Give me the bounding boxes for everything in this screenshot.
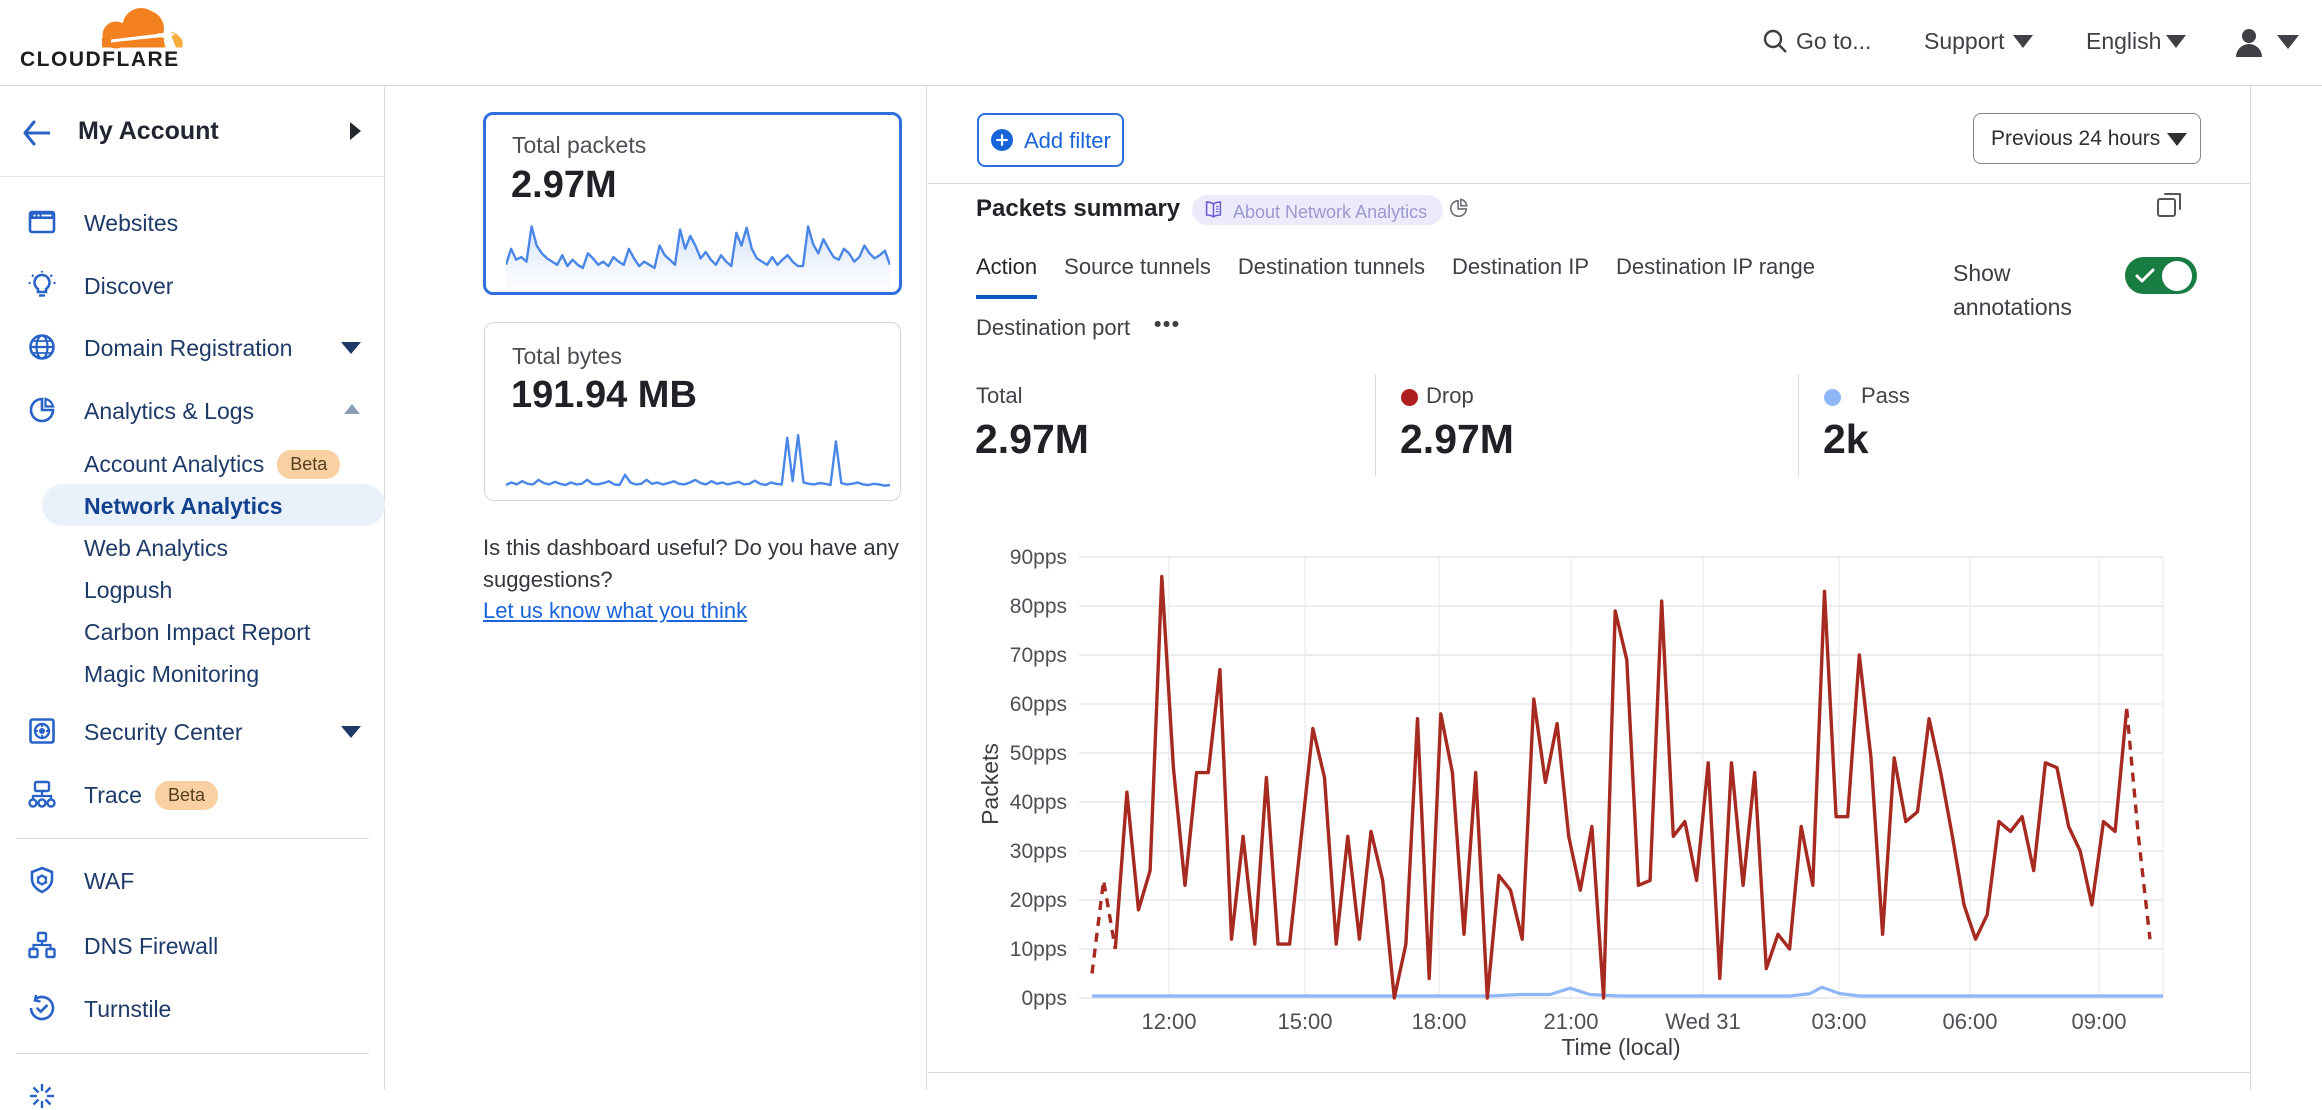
svg-text:40pps: 40pps [1010,791,1067,814]
svg-text:15:00: 15:00 [1277,1009,1332,1034]
svg-text:Packets: Packets [977,743,1003,825]
svg-text:90pps: 90pps [1010,546,1067,569]
svg-text:21:00: 21:00 [1543,1009,1598,1034]
svg-text:50pps: 50pps [1010,742,1067,765]
svg-text:06:00: 06:00 [1942,1009,1997,1034]
svg-text:80pps: 80pps [1010,595,1067,618]
svg-text:70pps: 70pps [1010,644,1067,667]
svg-text:60pps: 60pps [1010,693,1067,716]
svg-text:20pps: 20pps [1010,889,1067,912]
svg-text:10pps: 10pps [1010,938,1067,961]
svg-text:12:00: 12:00 [1141,1009,1196,1034]
svg-text:09:00: 09:00 [2071,1009,2126,1034]
svg-text:30pps: 30pps [1010,840,1067,863]
svg-text:Wed 31: Wed 31 [1665,1009,1740,1034]
svg-text:Time (local): Time (local) [1561,1034,1680,1060]
svg-text:0pps: 0pps [1021,987,1067,1010]
svg-text:18:00: 18:00 [1411,1009,1466,1034]
svg-text:03:00: 03:00 [1811,1009,1866,1034]
